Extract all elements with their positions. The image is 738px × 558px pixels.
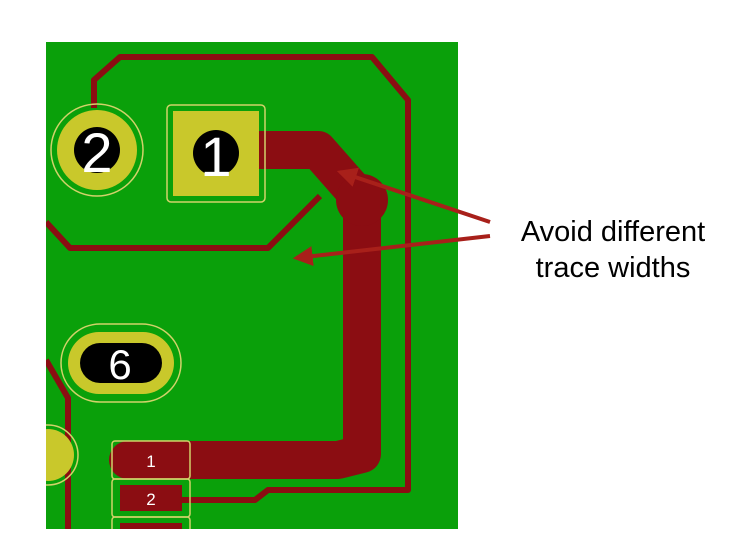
pad-6-hole [80, 343, 162, 383]
smd-pad-2-copper [120, 485, 182, 511]
trace-width-bulge [336, 174, 388, 226]
pad-2-ring [50, 103, 144, 197]
partial-pad-ring [46, 424, 79, 486]
pad-6-ring [60, 323, 182, 403]
pad-1-hole [193, 130, 239, 176]
pad-2-hole [74, 127, 120, 173]
annotation-arrow-upper [336, 167, 491, 224]
smd-pad-3-outline [111, 516, 191, 529]
smd-pad-1-label: 1 [146, 452, 155, 471]
annotation-line-1: Avoid different [520, 216, 706, 248]
smd-pad-3-copper [120, 523, 182, 529]
thin-trace-bottom-left [46, 358, 71, 529]
annotation-arrow-lower [292, 234, 491, 267]
partial-pad-left [46, 429, 74, 481]
pad-6-label: 6 [108, 341, 131, 388]
pad-1-ring [166, 104, 266, 203]
smd-pad-1-copper [120, 447, 182, 473]
wide-trace [109, 131, 381, 479]
pad-1-label: 1 [200, 125, 231, 188]
annotation-text: Avoid different trace widths [488, 214, 738, 286]
annotation-line-2: trace widths [535, 252, 691, 284]
thin-trace-outline [91, 54, 411, 503]
thin-trace-left [46, 193, 323, 251]
smd-pad-2-label: 2 [146, 490, 155, 509]
pad-2-label: 2 [81, 121, 112, 184]
